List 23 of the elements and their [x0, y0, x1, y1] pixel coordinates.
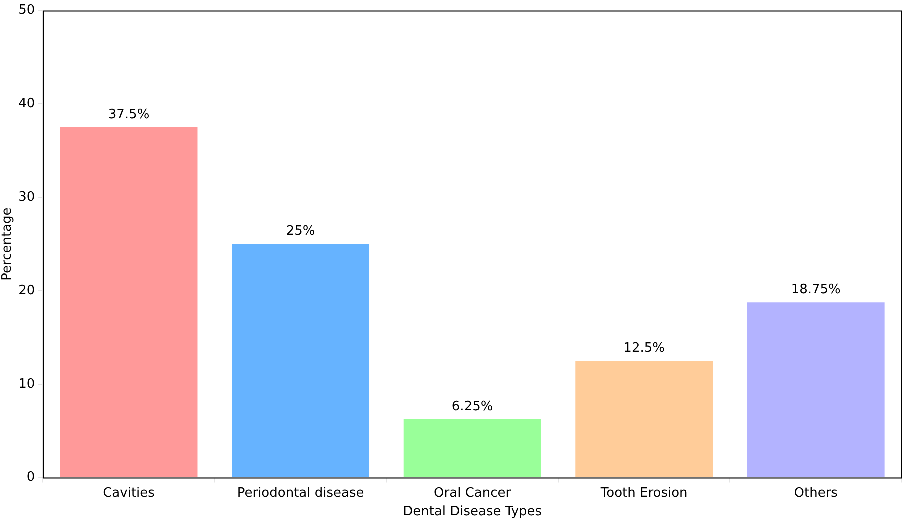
bar [747, 302, 885, 478]
bar [60, 128, 198, 478]
y-axis-title: Percentage [0, 208, 16, 281]
bar [576, 361, 714, 478]
data-label: 18.75% [791, 282, 841, 298]
x-tick-label: Oral Cancer [434, 486, 512, 501]
y-tick-label: 0 [26, 470, 36, 486]
data-label: 25% [286, 224, 316, 240]
bar [404, 419, 542, 478]
y-tick-label: 10 [18, 376, 36, 392]
x-axis-title: Dental Disease Types [403, 504, 542, 520]
data-label: 37.5% [108, 107, 150, 122]
data-label: 12.5% [624, 340, 665, 356]
y-tick-label: 20 [18, 283, 36, 298]
x-tick-label: Others [794, 486, 838, 501]
y-tick-label: 30 [18, 190, 36, 205]
data-label: 6.25% [452, 399, 494, 414]
bar [232, 244, 370, 478]
x-tick-label: Periodontal disease [237, 486, 364, 501]
x-tick-label: Cavities [103, 486, 156, 501]
x-tick-label: Tooth Erosion [600, 486, 688, 501]
y-tick-label: 50 [18, 3, 36, 18]
y-tick-label: 40 [18, 96, 36, 112]
